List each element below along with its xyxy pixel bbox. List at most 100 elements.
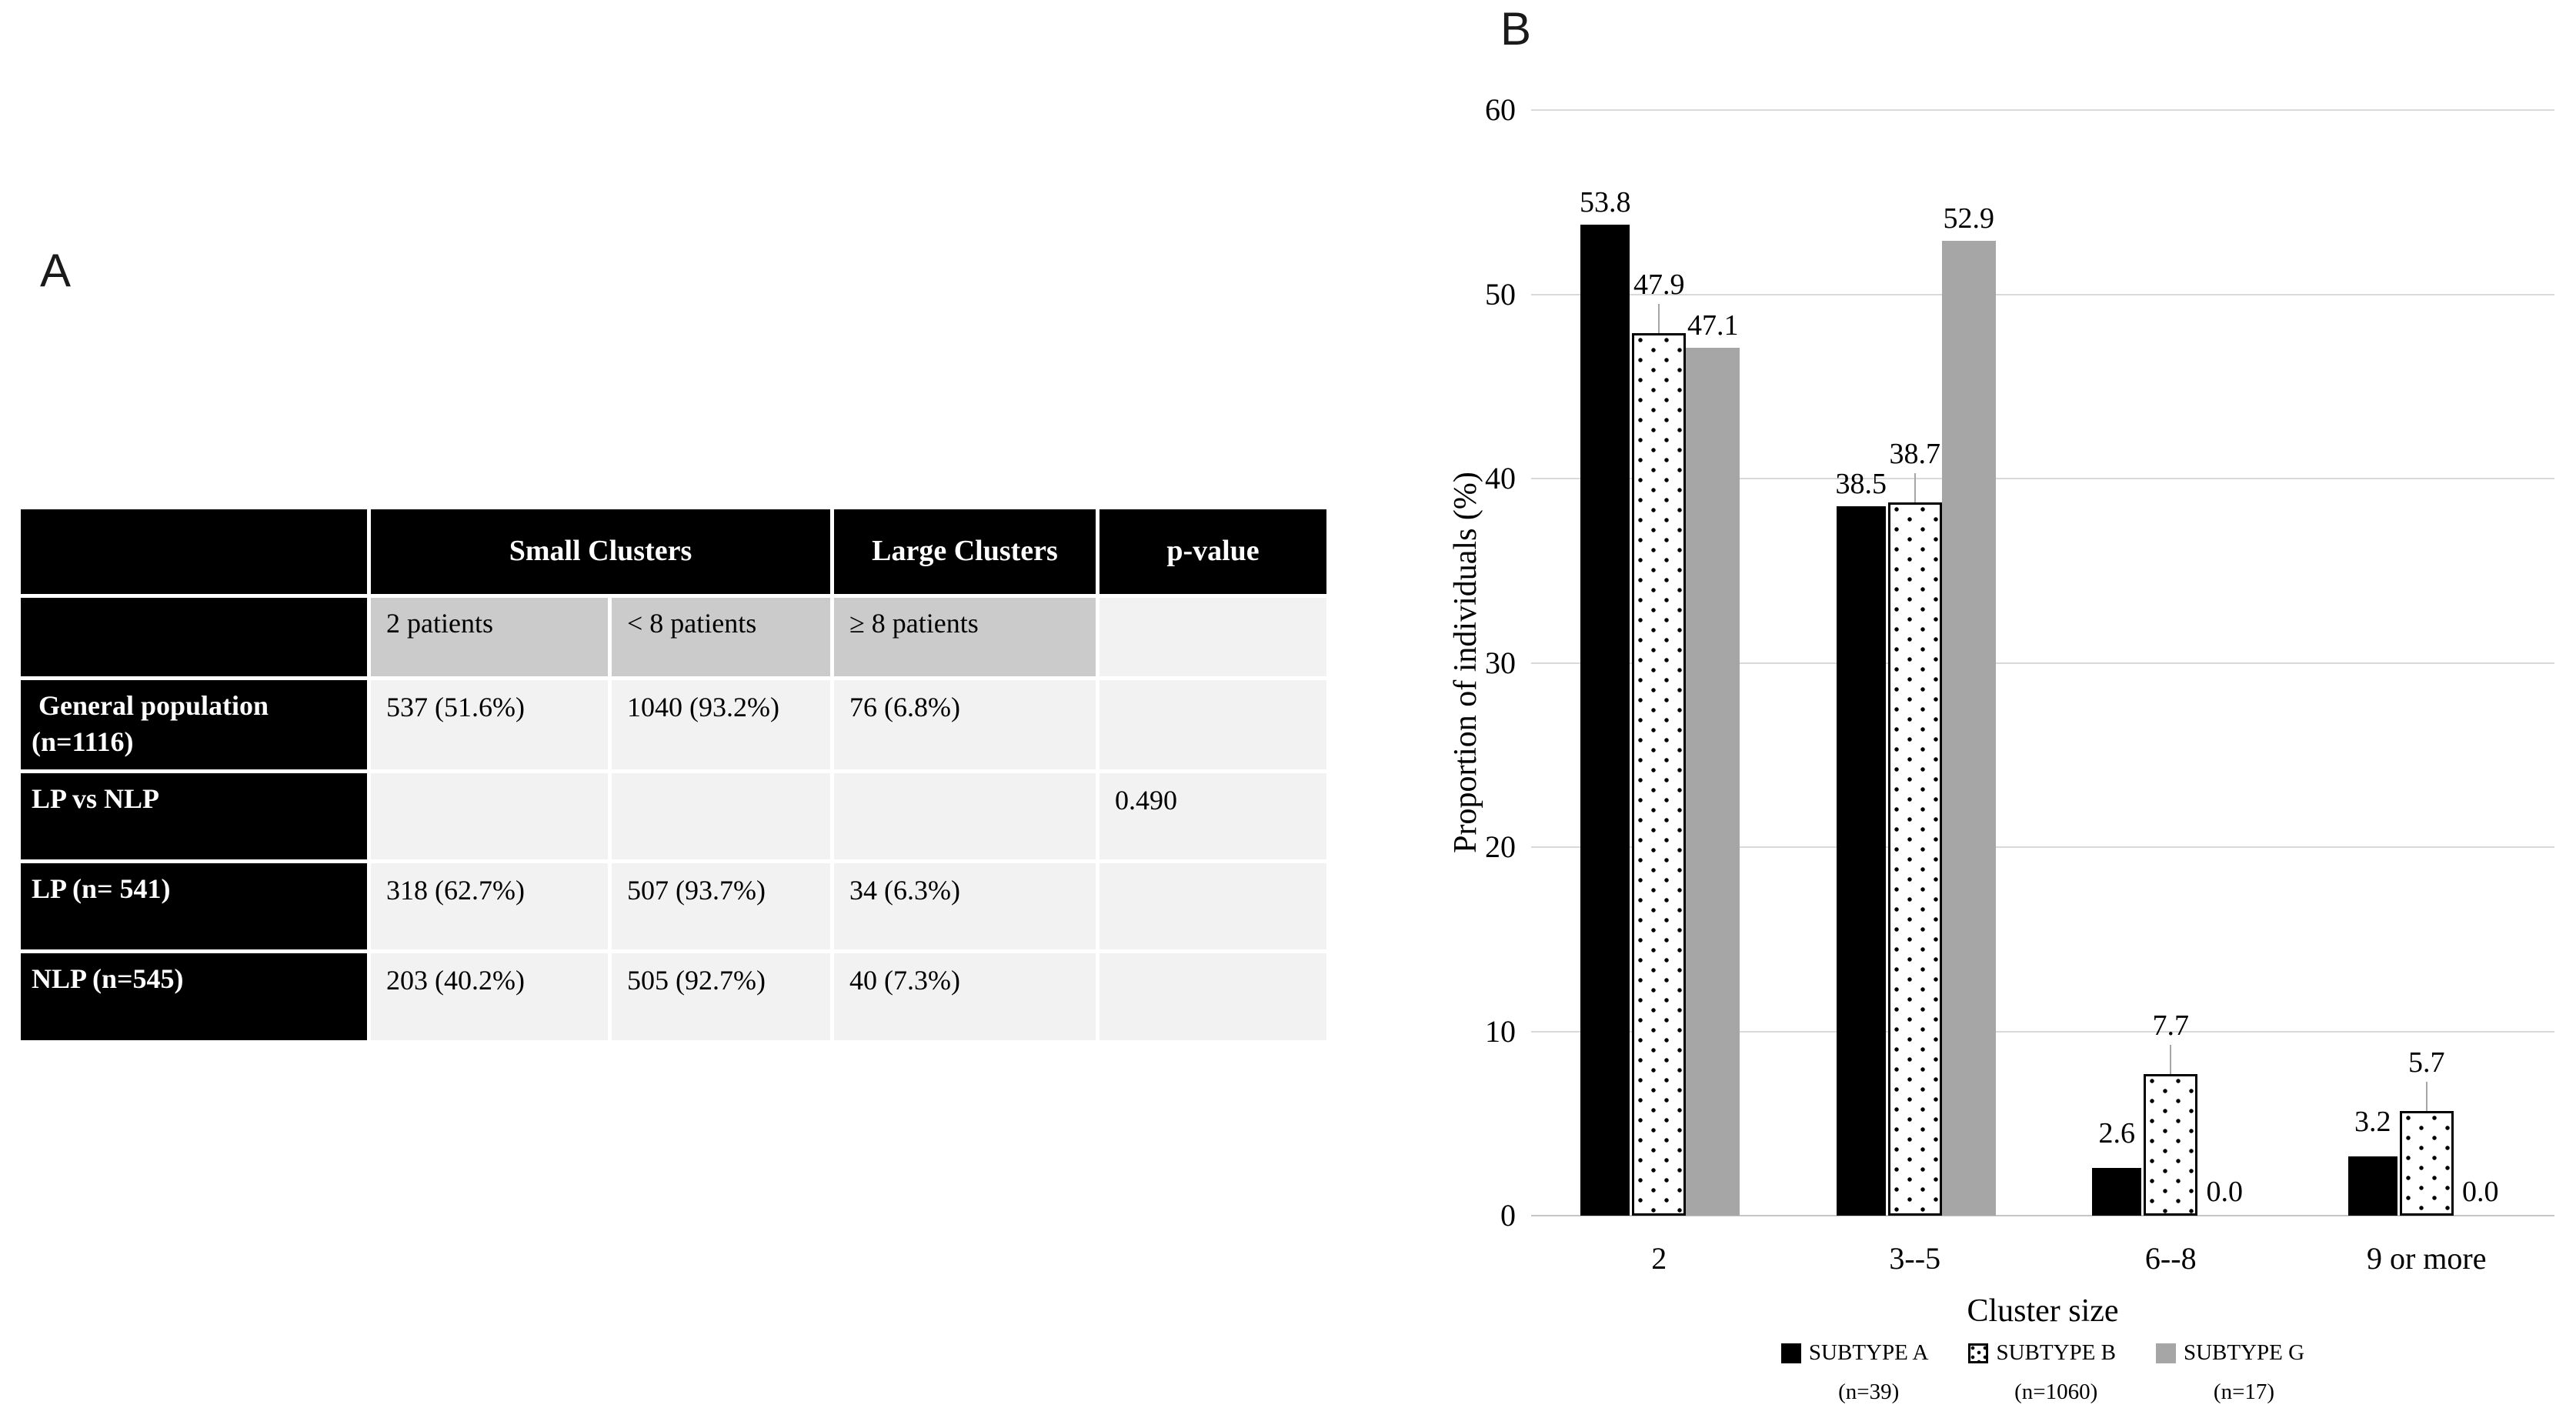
legend-item-subtype-a: SUBTYPE A (n=39) — [1780, 1340, 1929, 1405]
legend-marker-subtype-b-icon — [1968, 1343, 1989, 1363]
col-header-large-clusters: Large Clusters — [834, 509, 1096, 594]
legend-item-subtype-g: SUBTYPE G (n=17) — [2155, 1340, 2305, 1405]
table-row: NLP (n=545) 203 (40.2%) 505 (92.7%) 40 (7.3… — [21, 953, 1326, 1040]
data-cell-3-1: 505 (92.7%) — [612, 953, 830, 1040]
y-tick-60: 60 — [1485, 92, 1516, 127]
data-cell-0-0: 537 (51.6%) — [371, 680, 608, 769]
bar-subtype-b-9-or-more — [2399, 1110, 2454, 1216]
data-label-subtype-a-3-5: 38.5 — [1835, 467, 1887, 500]
table-row: General population (n=1116) 537 (51.6%) 10… — [21, 680, 1326, 769]
data-label-subtype-g-2: 47.1 — [1687, 309, 1739, 342]
x-axis-title: Cluster size — [1967, 1293, 2119, 1329]
data-cell-2-0: 318 (62.7%) — [371, 863, 608, 949]
label-leader-subtype-b-9-or-more — [2425, 1081, 2428, 1111]
row-label-nlp-n-545: NLP (n=545) — [21, 953, 367, 1040]
legend-marker-subtype-g-icon — [2155, 1343, 2176, 1363]
plot-area: 53.8 47.9 47.1 38.5 38.7 52.9 2.6 7.7 0.0 3.2 5.7 0… — [1531, 109, 2554, 1216]
x-tick-9-or-more: 9 or more — [2366, 1241, 2487, 1276]
y-tick-30: 30 — [1485, 645, 1516, 680]
legend-label-subtype-b: SUBTYPE B — [1996, 1340, 2116, 1365]
subcol-header-8-patients: ≥ 8 patients — [834, 598, 1096, 676]
data-label-subtype-b-3-5: 38.7 — [1889, 438, 1941, 471]
bar-subtype-a-2 — [1580, 224, 1630, 1216]
label-leader-subtype-b-6-8 — [2170, 1044, 2172, 1074]
data-label-subtype-g-3-5: 52.9 — [1943, 202, 1995, 235]
data-cell-0-3 — [1099, 680, 1326, 769]
bar-subtype-a-6-8 — [2092, 1167, 2142, 1216]
data-cell-1-3: 0.490 — [1099, 773, 1326, 859]
table-row: LP (n= 541) 318 (62.7%) 507 (93.7%) 34 (6.3… — [21, 863, 1326, 949]
data-label-subtype-b-2: 47.9 — [1633, 268, 1685, 301]
subcol-header-8-patients: < 8 patients — [612, 598, 830, 676]
y-tick-20: 20 — [1485, 829, 1516, 864]
chart-legend: SUBTYPE A (n=39) SUBTYPE B (n=1060) SUBTYPE … — [1531, 1340, 2554, 1405]
bar-chart: Proportion of individuals (%) 53.8 47.9 47… — [1423, 0, 2576, 1428]
data-cell-2-1: 507 (93.7%) — [612, 863, 830, 949]
x-tick-3-5: 3--5 — [1889, 1241, 1941, 1276]
data-label-subtype-b-6-8: 7.7 — [2152, 1009, 2190, 1042]
y-tick-10: 10 — [1485, 1013, 1516, 1049]
data-cell-3-2: 40 (7.3%) — [834, 953, 1096, 1040]
table-row: LP vs NLP 0.490 — [21, 773, 1326, 859]
legend-marker-subtype-a-icon — [1780, 1343, 1801, 1363]
legend-item-subtype-b: SUBTYPE B (n=1060) — [1968, 1340, 2116, 1405]
subheader-p-value-cell — [1099, 598, 1326, 676]
bar-subtype-g-2 — [1686, 347, 1740, 1216]
data-cell-1-0 — [371, 773, 608, 859]
data-cell-3-0: 203 (40.2%) — [371, 953, 608, 1040]
row-label-general-population: General population (n=1116) — [21, 680, 367, 769]
data-cell-2-2: 34 (6.3%) — [834, 863, 1096, 949]
table-header-row: Small Clusters Large Clusters p-value — [21, 509, 1326, 594]
data-label-subtype-g-9-or-more: 0.0 — [2462, 1176, 2499, 1208]
table-corner-cell — [21, 509, 367, 594]
y-tick-40: 40 — [1485, 461, 1516, 495]
data-cell-3-3 — [1099, 953, 1326, 1040]
gridline-30 — [1531, 662, 2554, 664]
label-leader-subtype-b-3-5 — [1914, 473, 1916, 503]
gridline-0 — [1531, 1215, 2554, 1216]
y-tick-50: 50 — [1485, 276, 1516, 312]
col-header-p-value: p-value — [1099, 509, 1326, 594]
table-subheader-row: 2 patients < 8 patients ≥ 8 patients — [21, 598, 1326, 676]
legend-label-subtype-g: SUBTYPE G — [2183, 1340, 2305, 1365]
data-label-subtype-b-9-or-more: 5.7 — [2408, 1046, 2445, 1079]
data-cell-0-1: 1040 (93.2%) — [612, 680, 830, 769]
row-label-lp-n-541: LP (n= 541) — [21, 863, 367, 949]
clusters-table: Small Clusters Large Clusters p-value 2 pat… — [21, 509, 1326, 1044]
legend-n-subtype-b: (n=1060) — [2014, 1380, 2098, 1404]
bar-subtype-b-2 — [1632, 332, 1687, 1216]
data-label-subtype-g-6-8: 0.0 — [2206, 1176, 2244, 1208]
gridline-40 — [1531, 478, 2554, 479]
panel-a-label: A — [40, 245, 72, 296]
subheader-spacer-cell — [21, 598, 367, 676]
legend-entry-subtype-b: SUBTYPE B — [1968, 1340, 2116, 1366]
data-label-subtype-a-6-8: 2.6 — [2098, 1116, 2136, 1149]
label-leader-subtype-b-2 — [1658, 303, 1660, 333]
bar-subtype-a-3-5 — [1836, 505, 1886, 1216]
gridline-60 — [1531, 109, 2554, 111]
bar-subtype-g-3-5 — [1941, 241, 1996, 1216]
legend-entry-subtype-a: SUBTYPE A — [1780, 1340, 1929, 1366]
gridline-50 — [1531, 293, 2554, 295]
bar-subtype-a-9-or-more — [2347, 1156, 2397, 1216]
data-label-subtype-a-2: 53.8 — [1580, 185, 1631, 219]
legend-n-subtype-g: (n=17) — [2213, 1380, 2275, 1404]
y-tick-0: 0 — [1500, 1198, 1516, 1233]
legend-n-subtype-a: (n=39) — [1838, 1380, 1900, 1404]
data-label-subtype-a-9-or-more: 3.2 — [2354, 1106, 2391, 1139]
row-label-lp-vs-nlp: LP vs NLP — [21, 773, 367, 859]
legend-label-subtype-a: SUBTYPE A — [1808, 1340, 1929, 1365]
data-cell-1-2 — [834, 773, 1096, 859]
legend-entry-subtype-g: SUBTYPE G — [2155, 1340, 2305, 1366]
col-header-small-clusters: Small Clusters — [371, 509, 830, 594]
bar-subtype-b-6-8 — [2144, 1073, 2198, 1216]
data-cell-0-2: 76 (6.8%) — [834, 680, 1096, 769]
bar-subtype-b-3-5 — [1887, 502, 1942, 1216]
x-tick-2: 2 — [1651, 1241, 1667, 1276]
panel-b-label: B — [1500, 3, 1532, 55]
subcol-header-2-patients: 2 patients — [371, 598, 608, 676]
gridline-20 — [1531, 846, 2554, 848]
data-cell-2-3 — [1099, 863, 1326, 949]
x-tick-6-8: 6--8 — [2144, 1241, 2197, 1276]
gridline-10 — [1531, 1030, 2554, 1033]
